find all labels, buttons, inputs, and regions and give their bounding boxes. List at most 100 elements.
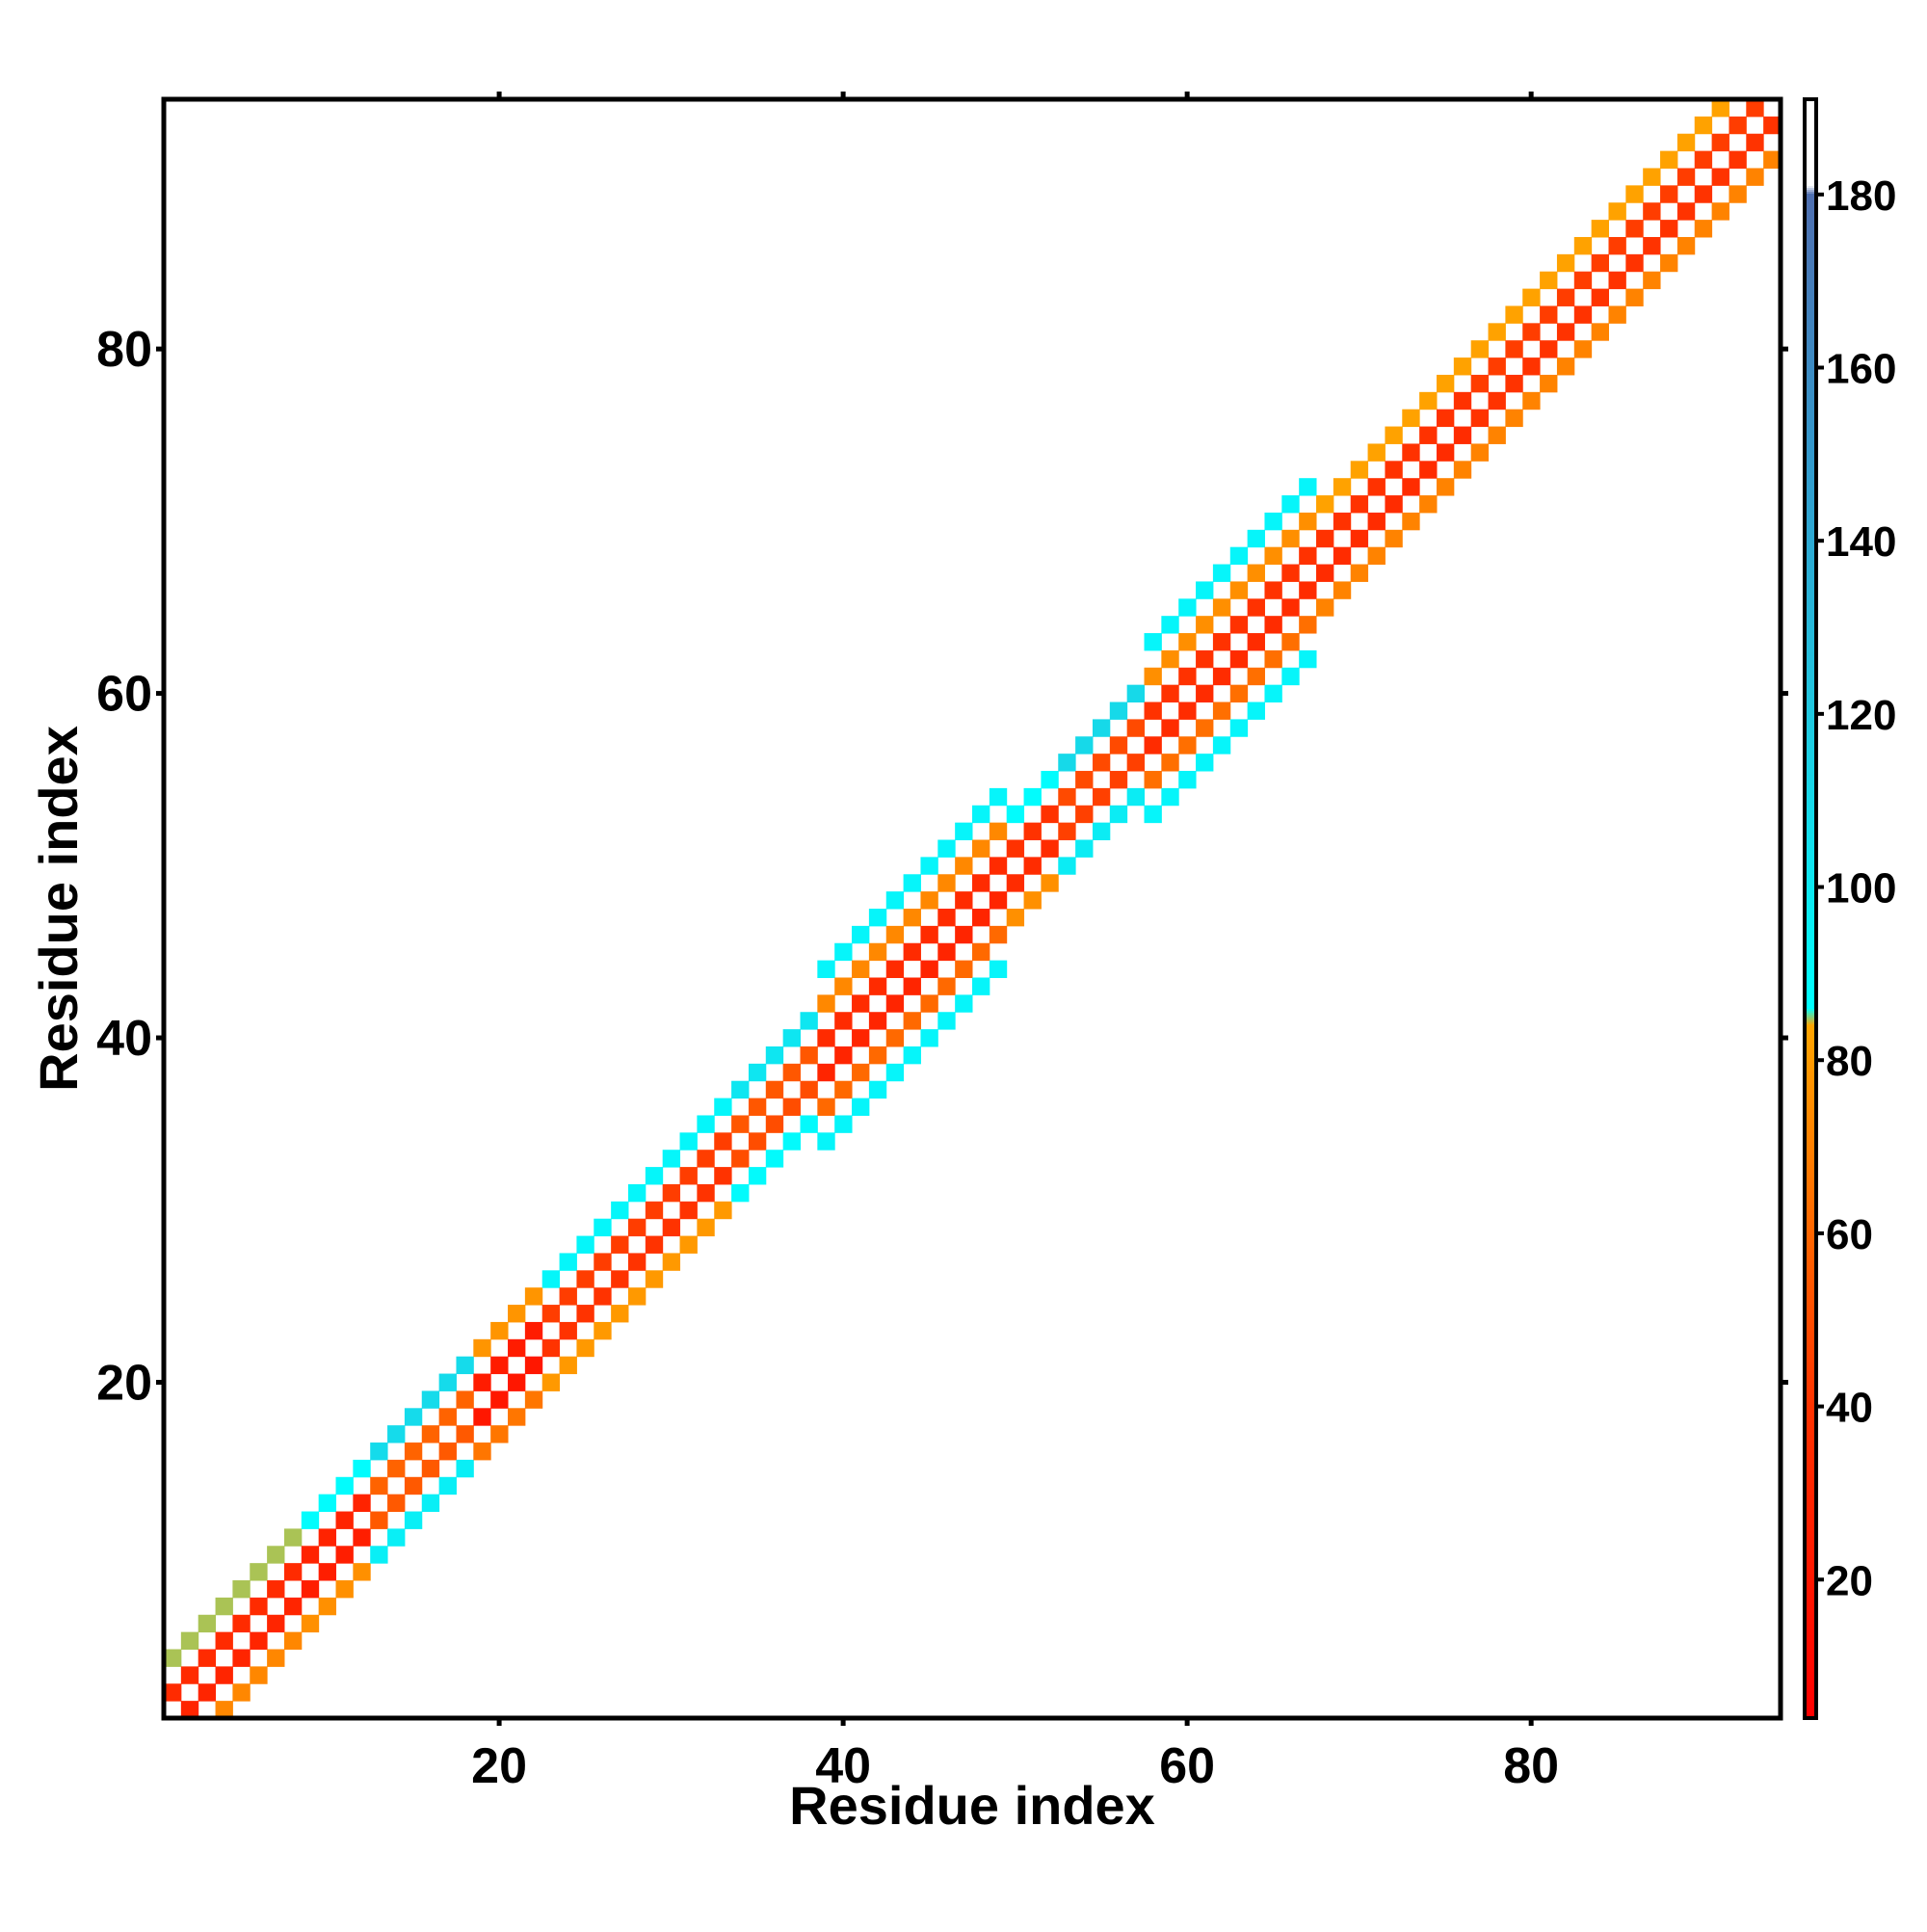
heatmap-cell [937, 977, 956, 995]
colorbar-segment [1805, 1674, 1816, 1677]
heatmap-cell [1470, 443, 1490, 462]
heatmap-cell [920, 1029, 938, 1047]
heatmap-cell [1126, 754, 1146, 772]
colorbar-segment [1805, 1047, 1816, 1050]
colorbar-segment [1805, 1192, 1816, 1195]
heatmap-cell [473, 1338, 491, 1358]
heatmap-cell [1540, 374, 1558, 393]
colorbar-segment [1805, 837, 1816, 840]
colorbar-segment [1805, 598, 1816, 601]
heatmap-cell [748, 1167, 767, 1185]
colorbar-segment [1805, 1219, 1816, 1222]
colorbar-segment [1805, 579, 1816, 582]
heatmap-cell [731, 1183, 750, 1203]
colorbar-segment [1805, 614, 1816, 617]
colorbar-segment [1805, 1126, 1816, 1129]
colorbar-segment [1805, 465, 1816, 468]
colorbar-segment [1805, 1442, 1816, 1445]
colorbar-segment [1805, 1464, 1816, 1467]
colorbar-segment [1805, 712, 1816, 715]
colorbar-segment [1805, 257, 1816, 260]
heatmap-cell [1126, 719, 1146, 737]
colorbar-segment [1805, 1205, 1816, 1208]
colorbar-segment [1805, 512, 1816, 515]
heatmap-cell [1299, 581, 1317, 599]
colorbar-segment [1805, 1628, 1816, 1630]
colorbar-segment [1805, 963, 1816, 966]
colorbar-segment [1805, 1624, 1816, 1627]
colorbar-segment [1805, 1360, 1816, 1363]
colorbar-segment [1805, 1340, 1816, 1343]
colorbar-segment [1805, 1651, 1816, 1654]
colorbar-segment [1805, 949, 1816, 952]
heatmap-cell [1488, 426, 1506, 444]
colorbar-segment [1805, 1529, 1816, 1532]
heatmap-cell [1212, 736, 1231, 754]
colorbar-segment [1805, 853, 1816, 856]
heatmap-cell [215, 1631, 233, 1651]
colorbar-segment [1805, 390, 1816, 393]
heatmap-cell [559, 1253, 577, 1271]
heatmap-cell [1591, 220, 1609, 238]
colorbar-segment [1805, 408, 1816, 410]
colorbar-segment [1805, 419, 1816, 422]
colorbar-segment [1805, 735, 1816, 738]
colorbar-segment [1805, 899, 1816, 902]
colorbar-segment [1805, 884, 1816, 887]
heatmap-cell [1247, 667, 1265, 686]
heatmap-cell [989, 857, 1008, 875]
heatmap-cell [1573, 305, 1593, 324]
heatmap-cell [989, 960, 1008, 978]
heatmap-cell [508, 1338, 526, 1358]
colorbar-segment [1805, 575, 1816, 578]
x-tick-label: 20 [471, 1738, 527, 1794]
colorbar-segment [1805, 1626, 1816, 1628]
heatmap-cell [972, 909, 990, 927]
colorbar-segment [1805, 203, 1816, 206]
colorbar-segment [1805, 1495, 1816, 1497]
colorbar-segment [1805, 816, 1816, 819]
colorbar-segment [1805, 541, 1816, 543]
heatmap-cell [989, 787, 1008, 807]
colorbar-segment [1805, 1610, 1816, 1613]
colorbar-segment [1805, 564, 1816, 567]
heatmap-cell [1109, 736, 1128, 754]
colorbar-segment [1805, 483, 1816, 486]
colorbar-segment [1805, 849, 1816, 852]
colorbar-segment [1805, 267, 1816, 270]
colorbar-segment [1805, 167, 1816, 170]
heatmap-cell [370, 1476, 388, 1495]
heatmap-cell [473, 1373, 491, 1391]
colorbar-segment [1805, 1398, 1816, 1401]
heatmap-cell [989, 822, 1008, 841]
heatmap-cell [834, 1115, 853, 1133]
colorbar-segment [1805, 1107, 1816, 1110]
heatmap-cell [1591, 288, 1609, 306]
colorbar-segment [1805, 533, 1816, 536]
colorbar-segment [1805, 1441, 1816, 1443]
colorbar-segment [1805, 180, 1816, 183]
colorbar-segment [1805, 1429, 1816, 1432]
colorbar-segment [1805, 1537, 1816, 1540]
heatmap-cell [215, 1597, 233, 1616]
heatmap-cell [782, 1098, 801, 1116]
heatmap-cell [283, 1528, 303, 1547]
colorbar-segment [1805, 1155, 1816, 1158]
colorbar-segment [1805, 889, 1816, 892]
colorbar-segment [1805, 587, 1816, 590]
colorbar-segment [1805, 1130, 1816, 1133]
heatmap-cell [834, 942, 853, 962]
colorbar-segment [1805, 984, 1816, 987]
heatmap-cell [765, 1150, 784, 1168]
heatmap-cell [1350, 564, 1369, 582]
colorbar-segment [1805, 992, 1816, 994]
colorbar-segment [1805, 251, 1816, 254]
colorbar-segment [1805, 760, 1816, 763]
colorbar-segment [1805, 1365, 1816, 1368]
heatmap-cell [1676, 202, 1696, 221]
colorbar-segment [1805, 554, 1816, 557]
colorbar-segment [1805, 1113, 1816, 1116]
colorbar-segment [1805, 1275, 1816, 1278]
colorbar-segment [1805, 1689, 1816, 1692]
colorbar-segment [1805, 172, 1816, 175]
